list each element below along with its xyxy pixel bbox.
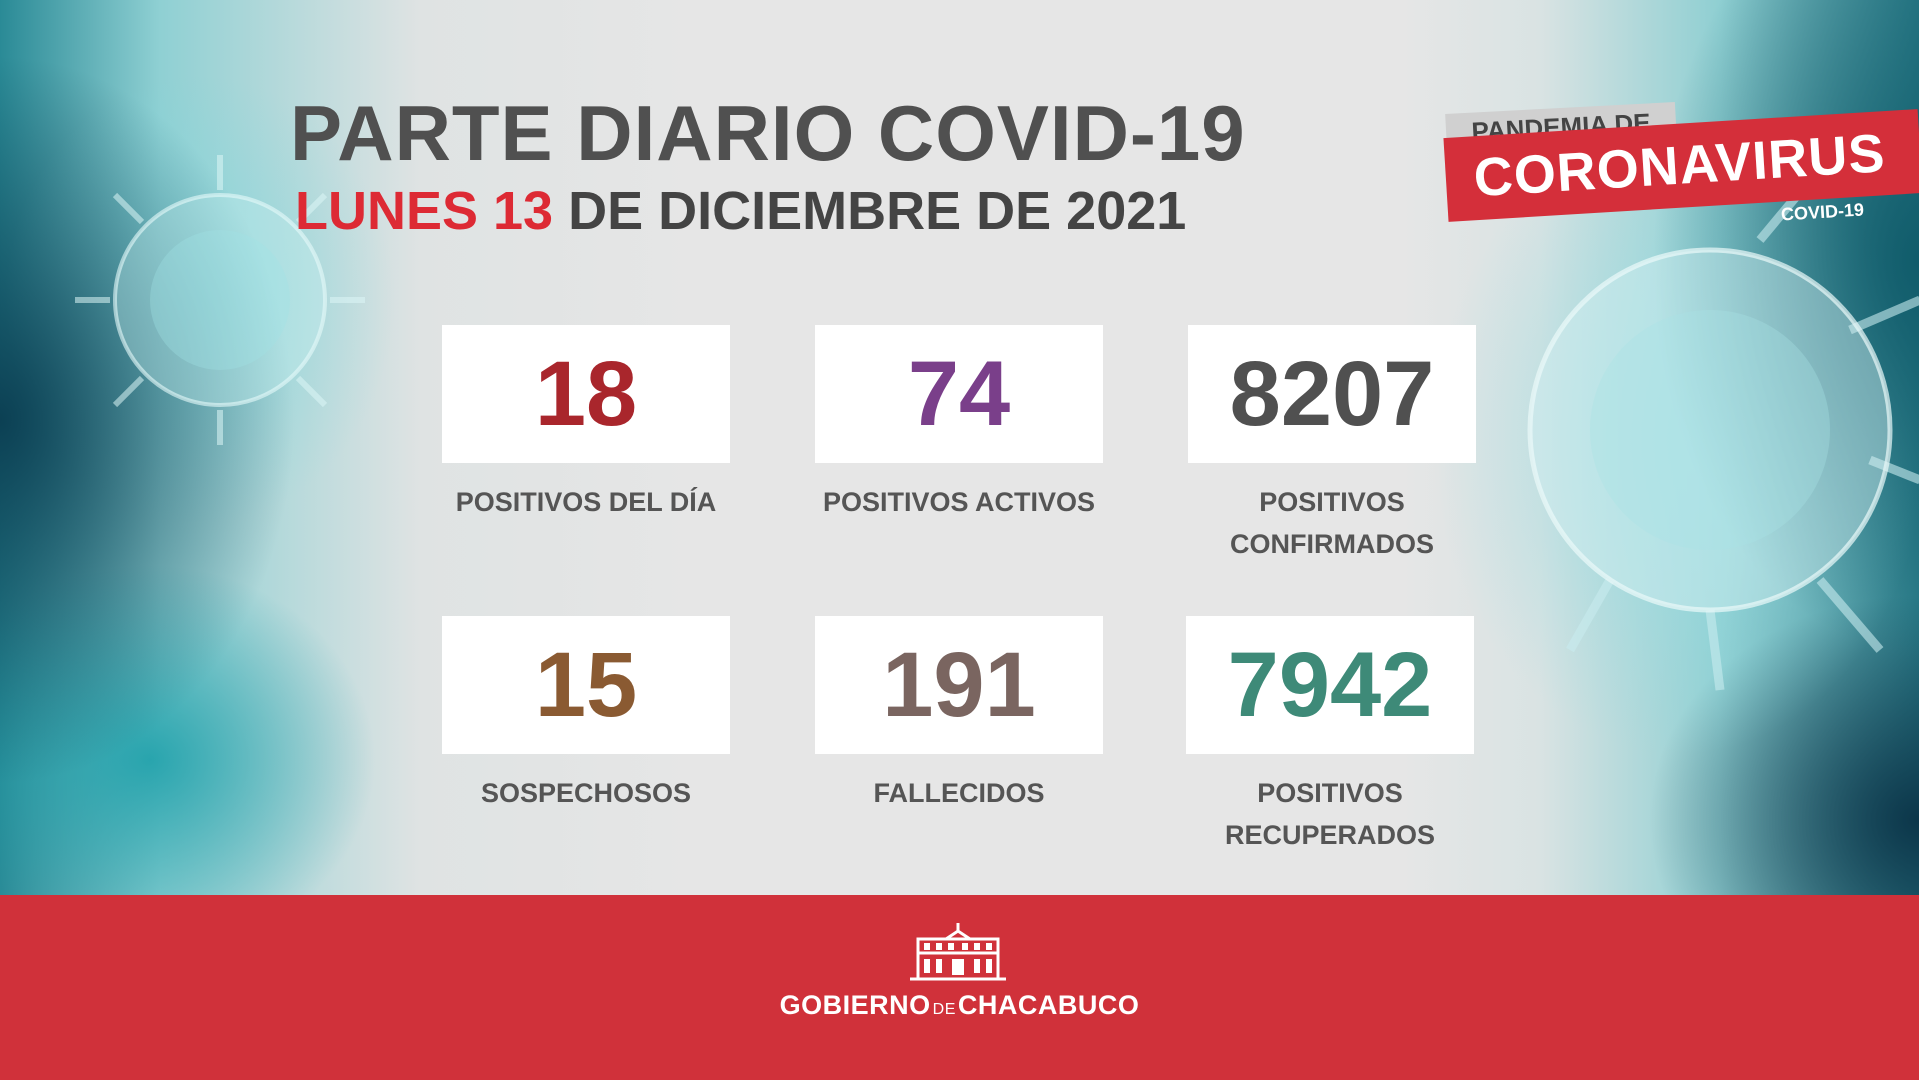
stat-label-fallecidos: FALLECIDOS [873, 778, 1045, 808]
stat-value-positivos-dia: 18 [534, 342, 638, 445]
report-date-day: LUNES 13 [295, 181, 554, 241]
stat-label-sospechosos: SOSPECHOSOS [480, 778, 692, 808]
page-title: PARTE DIARIO COVID-19 [290, 89, 1246, 177]
stat-label-positivos-confirmados: POSITIVOS CONFIRMADOS [1162, 481, 1502, 565]
logo-text-part: CHACABUCO [957, 990, 1140, 1020]
virus-illustration-left [75, 155, 365, 445]
stat-value-sospechosos: 15 [534, 633, 638, 736]
stat-label-line: POSITIVOS [1257, 778, 1403, 808]
virus-illustration-right [1527, 180, 1919, 691]
logo-text-part: GOBIERNO [779, 990, 931, 1020]
stat-label-line: CONFIRMADOS [1230, 529, 1434, 559]
stat-label-line: RECUPERADOS [1224, 820, 1436, 850]
stat-value-positivos-confirmados: 8207 [1229, 342, 1435, 445]
stat-box-sospechosos: 15 [442, 616, 730, 754]
stat-box-positivos-confirmados: 8207 [1188, 325, 1476, 463]
stat-box-positivos-recuperados: 7942 [1186, 616, 1474, 754]
stat-value-fallecidos: 191 [882, 633, 1036, 736]
government-building-icon [910, 923, 1006, 981]
stat-box-fallecidos: 191 [815, 616, 1103, 754]
stat-label-positivos-dia: POSITIVOS DEL DÍA [455, 487, 717, 517]
stat-box-positivos-activos: 74 [815, 325, 1103, 463]
stat-box-positivos-dia: 18 [442, 325, 730, 463]
stat-label-positivos-activos: POSITIVOS ACTIVOS [822, 487, 1096, 517]
report-date-rest: DE DICIEMBRE DE 2021 [568, 181, 1187, 241]
stat-label-positivos-recuperados: POSITIVOS RECUPERADOS [1160, 772, 1500, 856]
badge-sub-label: COVID-19 [1780, 199, 1865, 225]
government-logo-text: GOBIERNO DECHACABUCO [0, 990, 1919, 1021]
stat-label-line: POSITIVOS [1259, 487, 1405, 517]
report-date: LUNES 13 DE DICIEMBRE DE 2021 [295, 180, 1186, 242]
logo-text-part: DE [932, 1001, 956, 1018]
stat-value-positivos-activos: 74 [907, 342, 1011, 445]
stat-value-positivos-recuperados: 7942 [1227, 633, 1433, 736]
coronavirus-badge: PANDEMIA DE CORONAVIRUS COVID-19 [1443, 98, 1919, 248]
